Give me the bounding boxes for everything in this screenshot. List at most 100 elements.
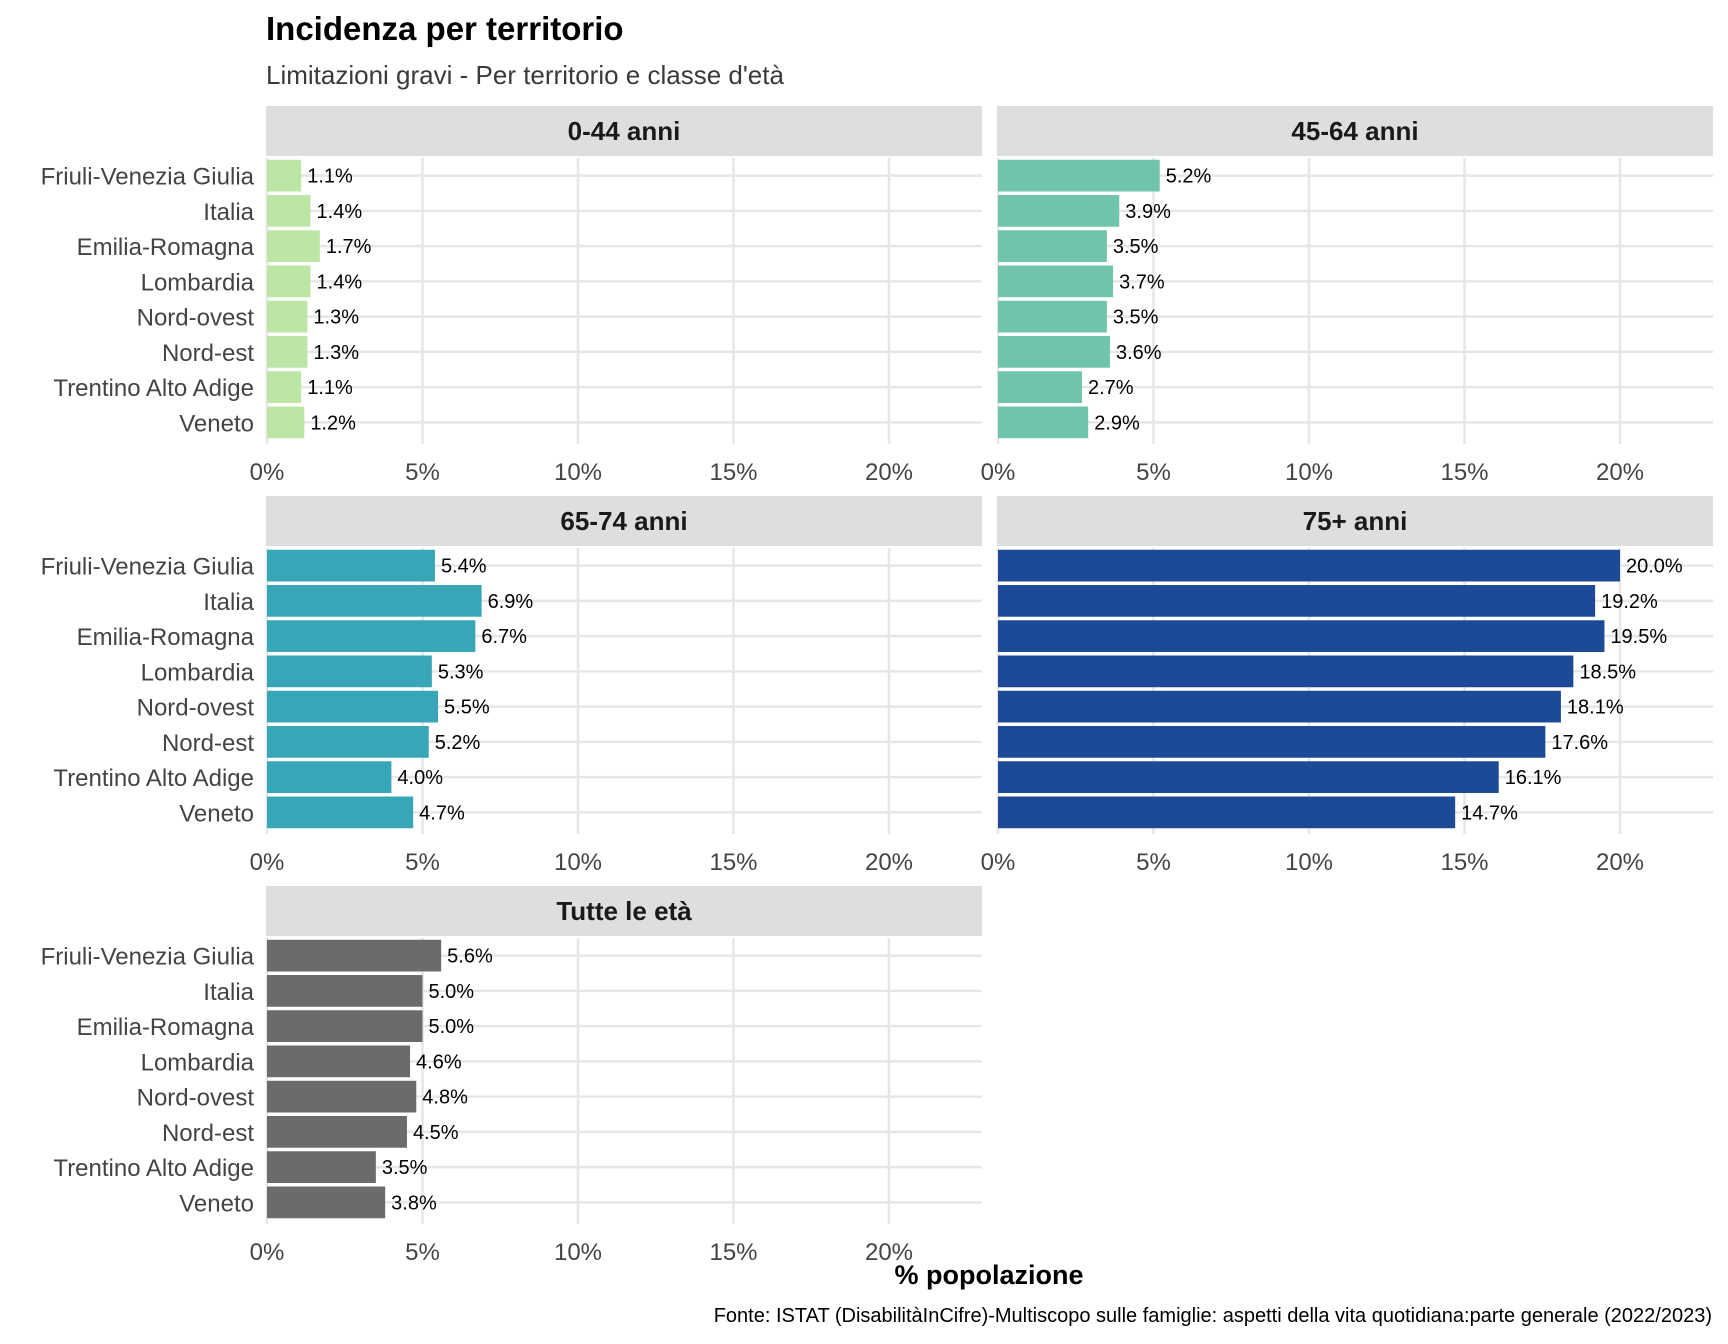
data-label: 5.0% bbox=[429, 981, 475, 1003]
bar bbox=[267, 371, 302, 403]
bar bbox=[267, 975, 423, 1007]
bar bbox=[267, 655, 432, 688]
data-label: 3.6% bbox=[1116, 342, 1162, 364]
bar bbox=[267, 300, 308, 333]
data-label: 17.6% bbox=[1551, 732, 1608, 754]
y-tick-label: Lombardia bbox=[141, 269, 255, 296]
x-tick-label: 20% bbox=[1596, 459, 1644, 486]
x-tick-label: 5% bbox=[405, 1239, 440, 1266]
chart-subtitle: Limitazioni gravi - Per territorio e cla… bbox=[266, 60, 784, 90]
x-tick-label: 15% bbox=[709, 1239, 757, 1266]
y-tick-label: Friuli-Venezia Giulia bbox=[41, 164, 255, 191]
facet-strip-label: 75+ anni bbox=[1303, 506, 1408, 536]
x-tick-label: 10% bbox=[554, 849, 602, 876]
y-tick-label: Lombardia bbox=[141, 659, 255, 686]
bar bbox=[998, 300, 1107, 333]
data-label: 2.7% bbox=[1088, 377, 1134, 399]
y-tick-label: Italia bbox=[203, 589, 254, 616]
x-tick-label: 10% bbox=[554, 459, 602, 486]
bar bbox=[998, 620, 1605, 652]
bar bbox=[998, 585, 1596, 617]
y-tick-label: Emilia-Romagna bbox=[77, 624, 255, 651]
y-tick-label: Italia bbox=[203, 979, 254, 1006]
data-label: 3.8% bbox=[391, 1192, 437, 1214]
bar bbox=[998, 159, 1160, 192]
data-label: 3.5% bbox=[382, 1157, 428, 1179]
bar bbox=[267, 1186, 386, 1219]
facet-strip-label: 45-64 anni bbox=[1291, 116, 1418, 146]
data-label: 5.6% bbox=[447, 946, 493, 968]
x-tick-label: 20% bbox=[865, 849, 913, 876]
data-label: 1.4% bbox=[317, 271, 363, 293]
data-label: 5.0% bbox=[429, 1016, 475, 1038]
y-tick-label: Friuli-Venezia Giulia bbox=[41, 944, 255, 971]
bar bbox=[998, 549, 1620, 582]
x-tick-label: 15% bbox=[709, 849, 757, 876]
bar bbox=[267, 585, 482, 617]
x-tick-label: 20% bbox=[865, 1239, 913, 1266]
bar bbox=[998, 406, 1089, 439]
data-label: 3.5% bbox=[1113, 236, 1159, 258]
y-tick-label: Nord-ovest bbox=[137, 305, 255, 332]
y-tick-label: Trentino Alto Adige bbox=[53, 765, 254, 792]
facet-strip-tutte-le-et bbox=[266, 886, 982, 936]
chart-title: Incidenza per territorio bbox=[266, 10, 624, 47]
bar bbox=[267, 1045, 411, 1078]
data-label: 4.8% bbox=[422, 1087, 468, 1109]
x-tick-label: 20% bbox=[865, 459, 913, 486]
y-tick-label: Nord-ovest bbox=[137, 695, 255, 722]
bar bbox=[267, 1116, 407, 1148]
y-tick-label: Emilia-Romagna bbox=[77, 234, 255, 261]
bar bbox=[267, 1010, 423, 1042]
facet-strip-0-44-anni bbox=[266, 106, 982, 156]
chart-caption: Fonte: ISTAT (DisabilitàInCifre)-Multisc… bbox=[713, 1305, 1712, 1327]
bar bbox=[267, 549, 435, 582]
bar bbox=[998, 230, 1107, 262]
data-label: 1.3% bbox=[313, 307, 359, 329]
data-label: 1.1% bbox=[307, 166, 353, 188]
facet-strip-label: Tutte le età bbox=[556, 896, 692, 926]
x-tick-label: 0% bbox=[250, 849, 285, 876]
data-label: 1.3% bbox=[313, 342, 359, 364]
data-label: 2.9% bbox=[1094, 412, 1140, 434]
facet-strip-75-anni bbox=[997, 496, 1713, 546]
y-tick-label: Emilia-Romagna bbox=[77, 1014, 255, 1041]
bar bbox=[267, 796, 414, 829]
bar bbox=[267, 726, 429, 758]
data-label: 18.5% bbox=[1579, 661, 1636, 683]
facet-strip-label: 0-44 anni bbox=[568, 116, 681, 146]
data-label: 5.2% bbox=[1166, 166, 1212, 188]
data-label: 16.1% bbox=[1505, 767, 1562, 789]
facet-strip-label: 65-74 anni bbox=[560, 506, 687, 536]
bar bbox=[998, 726, 1546, 758]
x-tick-label: 5% bbox=[1136, 459, 1171, 486]
bar bbox=[267, 1151, 376, 1183]
bar bbox=[267, 939, 442, 972]
bar bbox=[998, 761, 1499, 793]
data-label: 3.5% bbox=[1113, 307, 1159, 329]
y-tick-label: Veneto bbox=[179, 410, 254, 437]
x-tick-label: 15% bbox=[1440, 849, 1488, 876]
data-label: 20.0% bbox=[1626, 556, 1683, 578]
data-label: 4.6% bbox=[416, 1051, 462, 1073]
y-tick-label: Veneto bbox=[179, 800, 254, 827]
y-tick-label: Trentino Alto Adige bbox=[53, 375, 254, 402]
data-label: 3.7% bbox=[1119, 271, 1165, 293]
x-tick-label: 0% bbox=[250, 1239, 285, 1266]
bar bbox=[267, 406, 305, 439]
x-tick-label: 5% bbox=[405, 459, 440, 486]
data-label: 3.9% bbox=[1125, 201, 1171, 223]
y-tick-label: Trentino Alto Adige bbox=[53, 1155, 254, 1182]
y-tick-label: Nord-ovest bbox=[137, 1085, 255, 1112]
data-label: 18.1% bbox=[1567, 697, 1624, 719]
bar bbox=[267, 159, 302, 192]
y-tick-label: Italia bbox=[203, 199, 254, 226]
x-tick-label: 15% bbox=[709, 459, 757, 486]
x-tick-label: 5% bbox=[405, 849, 440, 876]
bar bbox=[998, 690, 1561, 723]
data-label: 4.7% bbox=[419, 802, 465, 824]
bar bbox=[267, 690, 439, 723]
data-label: 5.5% bbox=[444, 697, 490, 719]
x-tick-label: 10% bbox=[1285, 459, 1333, 486]
